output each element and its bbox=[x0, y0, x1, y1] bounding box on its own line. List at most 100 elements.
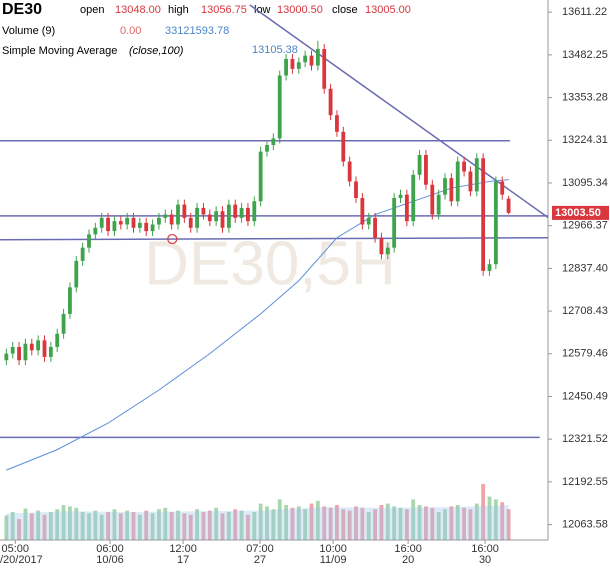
volume-bar bbox=[29, 513, 34, 540]
volume-bar bbox=[87, 513, 91, 540]
candle-body bbox=[487, 264, 492, 271]
symbol: DE30 bbox=[2, 1, 42, 18]
watermark: DE30,5H bbox=[144, 229, 396, 298]
volume-bar bbox=[207, 510, 212, 540]
volume-bar bbox=[430, 507, 435, 540]
candle-body bbox=[48, 346, 53, 357]
x-tick-label: 05:00 bbox=[1, 543, 29, 555]
volume-bar bbox=[436, 512, 441, 540]
candle-body bbox=[493, 181, 498, 265]
volume-bar bbox=[163, 507, 168, 540]
volume-bar bbox=[80, 512, 85, 540]
candle-body bbox=[341, 131, 346, 162]
x-tick-label: 06:00 bbox=[96, 543, 124, 555]
volume-bar bbox=[68, 506, 72, 540]
candle-body bbox=[42, 340, 47, 357]
volume-bar bbox=[36, 510, 41, 540]
candle-body bbox=[252, 201, 257, 222]
candle-body bbox=[207, 214, 212, 222]
candle-body bbox=[328, 88, 333, 116]
candle-body bbox=[449, 178, 454, 202]
volume-bar bbox=[93, 510, 98, 540]
candle-body bbox=[462, 161, 466, 172]
candle-body bbox=[163, 214, 168, 218]
y-tick-label: 13482.25 bbox=[562, 49, 608, 61]
x-tick-sublabel: 27 bbox=[254, 554, 266, 566]
y-tick-label: 12837.40 bbox=[562, 262, 608, 274]
candle-body bbox=[277, 75, 282, 139]
candle-body bbox=[284, 58, 288, 76]
x-tick-sublabel: 10/06 bbox=[96, 554, 124, 566]
candle-body bbox=[137, 222, 142, 228]
volume-bar bbox=[335, 505, 339, 540]
volume-bar bbox=[449, 506, 454, 540]
candle-body bbox=[404, 194, 409, 222]
candle-body bbox=[430, 184, 435, 215]
volume-bar bbox=[48, 512, 53, 540]
x-tick-label: 16:00 bbox=[471, 543, 499, 555]
volume-bar bbox=[112, 509, 117, 540]
volume-bar bbox=[468, 509, 473, 540]
candle-body bbox=[10, 346, 15, 354]
volume-bar bbox=[443, 509, 447, 540]
y-tick-label: 12579.46 bbox=[562, 348, 608, 360]
y-tick-label: 12063.58 bbox=[562, 518, 608, 530]
volume-bar bbox=[404, 509, 409, 540]
trend-line bbox=[0, 236, 549, 241]
sma-title: Simple Moving Average bbox=[2, 45, 117, 57]
candle-body bbox=[93, 227, 98, 235]
candle-body bbox=[360, 197, 365, 225]
candle-body bbox=[303, 55, 308, 63]
candle-body bbox=[61, 313, 66, 334]
volume-bar bbox=[157, 509, 161, 540]
candle-body bbox=[424, 154, 428, 185]
candle-body bbox=[99, 217, 104, 228]
x-tick-label: 10:00 bbox=[319, 543, 347, 555]
volume-bar bbox=[385, 503, 390, 540]
candle-body bbox=[309, 55, 314, 66]
volume-ma bbox=[6, 505, 509, 540]
volume-ma-value: 33121593.78 bbox=[165, 25, 229, 37]
candle-body bbox=[80, 247, 85, 261]
x-tick-label: 16:00 bbox=[394, 543, 422, 555]
volume-value: 0.00 bbox=[120, 25, 141, 37]
sma-line bbox=[6, 179, 509, 471]
candle-body bbox=[385, 247, 390, 255]
volume-bar bbox=[131, 512, 136, 540]
candle-body bbox=[417, 154, 422, 175]
price-tag-bg bbox=[552, 205, 609, 220]
candle-body bbox=[398, 194, 403, 198]
ohlc-name: close bbox=[332, 4, 358, 16]
volume-bar bbox=[74, 507, 79, 540]
candle-body bbox=[106, 217, 110, 232]
candle-body bbox=[68, 287, 72, 314]
volume-bar bbox=[481, 484, 486, 540]
candle-body bbox=[176, 204, 180, 225]
volume-bar bbox=[309, 503, 314, 540]
y-tick-label: 13353.28 bbox=[562, 91, 608, 103]
volume-bar bbox=[169, 512, 174, 540]
volume-bar bbox=[144, 510, 149, 540]
candle-body bbox=[87, 234, 91, 248]
ohlc-name: high bbox=[168, 4, 189, 16]
candle-body bbox=[226, 204, 231, 228]
x-tick-sublabel: 20 bbox=[402, 554, 414, 566]
x-tick-label: 07:00 bbox=[246, 543, 274, 555]
volume-bar bbox=[42, 514, 47, 540]
x-tick-sublabel: 11/09 bbox=[320, 554, 347, 566]
volume-bar bbox=[303, 509, 308, 540]
candle-body bbox=[335, 115, 339, 132]
sma-params: (close,100) bbox=[129, 45, 184, 57]
volume-bar bbox=[265, 506, 269, 540]
ohlc-value: 13000.50 bbox=[277, 4, 323, 16]
candle-body bbox=[23, 343, 28, 361]
x-tick-sublabel: 17 bbox=[177, 554, 189, 566]
volume-bar bbox=[315, 500, 320, 540]
y-tick-label: 12450.49 bbox=[562, 390, 608, 402]
candle-body bbox=[500, 181, 505, 195]
volume-bar bbox=[296, 506, 301, 540]
volume-bar bbox=[347, 510, 352, 540]
volume-bar bbox=[10, 512, 15, 540]
volume-bar bbox=[258, 503, 263, 540]
